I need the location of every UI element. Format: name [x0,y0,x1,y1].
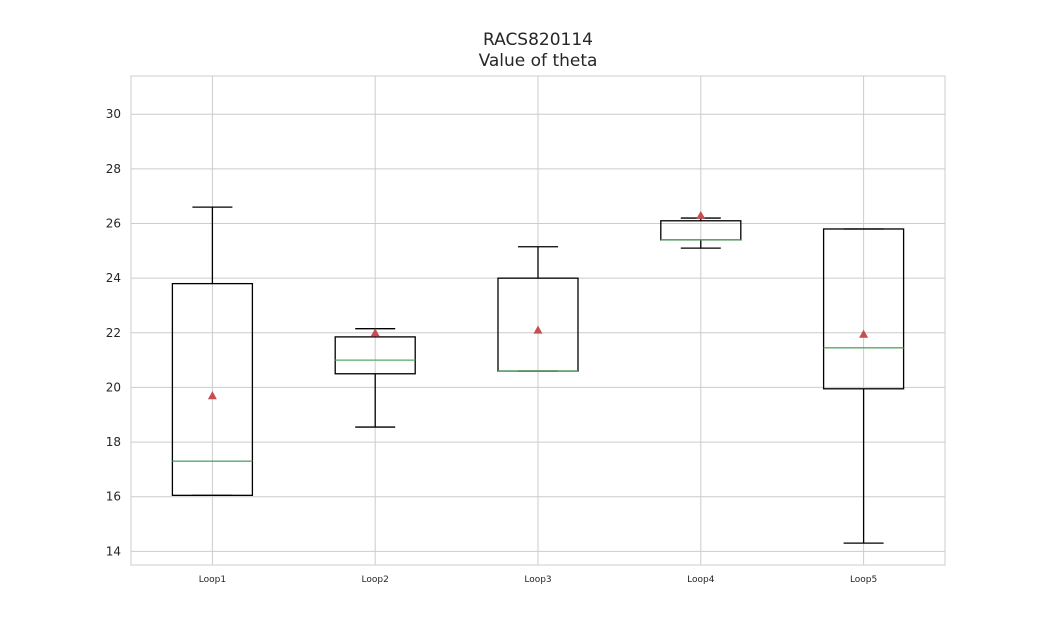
x-tick-label: Loop1 [199,575,226,585]
y-tick-label: 20 [106,380,121,394]
box-loop1 [171,206,254,496]
box-loop4 [660,210,742,249]
chart-title-block: RACS820114 Value of theta [0,30,1050,72]
y-tick-label: 28 [106,162,121,176]
mean-marker [370,328,380,337]
y-tick-label: 16 [106,490,121,504]
box-layer [171,206,905,544]
y-tick-label: 24 [106,271,121,285]
y-tick-label: 26 [106,217,121,231]
box-loop2 [334,328,416,428]
chart-subtitle: Value of theta [478,51,598,71]
x-tick-label: Loop5 [850,575,877,585]
mean-marker [207,391,217,400]
iqr-box [334,336,416,375]
mean-marker [533,325,543,334]
x-tick-labels: Loop1 Loop2 Loop3 Loop4 Loop5 [199,575,878,585]
y-tick-labels: 14 16 18 20 22 24 26 28 30 [106,107,121,558]
y-tick-label: 14 [106,544,121,558]
box-loop3 [497,246,579,372]
x-tick-label: Loop3 [524,575,551,585]
grid-layer [131,76,945,565]
y-tick-label: 22 [106,326,121,340]
chart-title: RACS820114 [482,30,593,50]
mean-marker [859,329,869,338]
iqr-box [822,228,905,390]
mean-marker [696,210,706,219]
y-tick-label: 18 [106,435,121,449]
y-tick-label: 30 [106,107,121,121]
plot-frame [130,75,946,566]
x-tick-label: Loop2 [362,575,389,585]
iqr-box [171,282,254,496]
box-loop5 [822,228,905,544]
x-tick-label: Loop4 [687,575,715,585]
